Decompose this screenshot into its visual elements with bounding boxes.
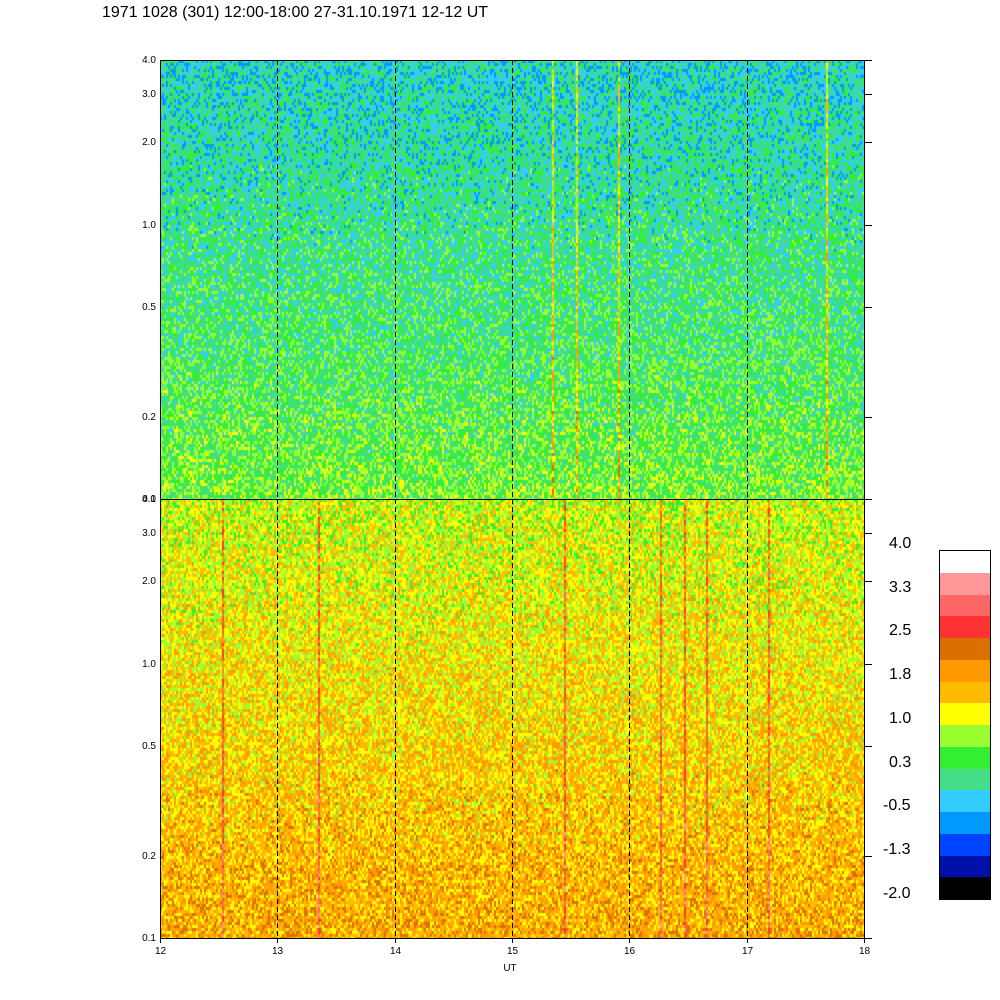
y-tick-label: 2.0 <box>142 575 156 587</box>
x-tick-label: 13 <box>271 946 284 957</box>
y-tick-label: 0.2 <box>142 411 156 423</box>
y-tick-label: 1.0 <box>142 658 156 670</box>
y-tick-label: 0.5 <box>142 740 156 752</box>
colorbar-label: -1.3 <box>883 840 911 858</box>
x-tick-label: 17 <box>741 946 754 957</box>
x-tick-label: 14 <box>389 946 402 957</box>
x-axis-label: UT <box>503 963 517 974</box>
colorbar-segment <box>940 703 990 725</box>
y-tick-label: 0.1 <box>142 932 156 944</box>
spectrogram-top-heatmap <box>160 60 864 499</box>
colorbar-segment <box>940 833 990 856</box>
x-tick-label: 18 <box>858 946 871 957</box>
colorbar-segment <box>940 616 990 638</box>
y-tick-label: 3.0 <box>142 88 156 100</box>
spectrogram-top-panel <box>160 60 864 499</box>
colorbar <box>939 550 991 900</box>
chart-title: 1971 1028 (301) 12:00-18:00 27-31.10.197… <box>102 4 489 21</box>
colorbar-segment <box>940 638 990 660</box>
colorbar-segment <box>940 855 990 878</box>
y-tick-label: 3.0 <box>142 527 156 539</box>
colorbar-label: 0.3 <box>889 753 912 771</box>
colorbar-label: 1.0 <box>889 709 912 727</box>
x-tick-label: 16 <box>623 946 636 957</box>
colorbar-segment <box>940 746 990 769</box>
colorbar-segment <box>940 790 990 812</box>
colorbar-segment <box>940 725 990 747</box>
y-tick-label: 1.0 <box>142 219 156 231</box>
colorbar-label: -2.0 <box>883 884 911 902</box>
y-tick-label: 4.0 <box>142 493 156 505</box>
y-tick-label: 4.0 <box>142 54 156 66</box>
colorbar-label: 1.8 <box>889 666 912 684</box>
colorbar-segment <box>940 877 990 899</box>
colorbar-label: 3.3 <box>889 578 912 596</box>
colorbar-segment <box>940 594 990 617</box>
colorbar-segment <box>940 812 990 834</box>
colorbar-label: 2.5 <box>889 622 912 640</box>
spectrogram-bottom-heatmap <box>160 499 864 938</box>
colorbar-segment <box>940 681 990 704</box>
x-tick-label: 15 <box>506 946 519 957</box>
y-tick-label: 0.5 <box>142 301 156 313</box>
colorbar-label: 4.0 <box>889 535 912 552</box>
colorbar-label: -0.5 <box>883 797 911 815</box>
y-tick-label: 2.0 <box>142 136 156 148</box>
y-tick-label: 0.1 <box>142 493 156 505</box>
colorbar-segment <box>940 572 990 595</box>
y-tick-label: 0.2 <box>142 850 156 862</box>
spectrogram-bottom-panel <box>160 499 864 938</box>
colorbar-segment <box>940 659 990 682</box>
x-tick-label: 12 <box>154 946 167 957</box>
colorbar-segment <box>940 768 990 791</box>
colorbar-segment <box>940 551 990 573</box>
